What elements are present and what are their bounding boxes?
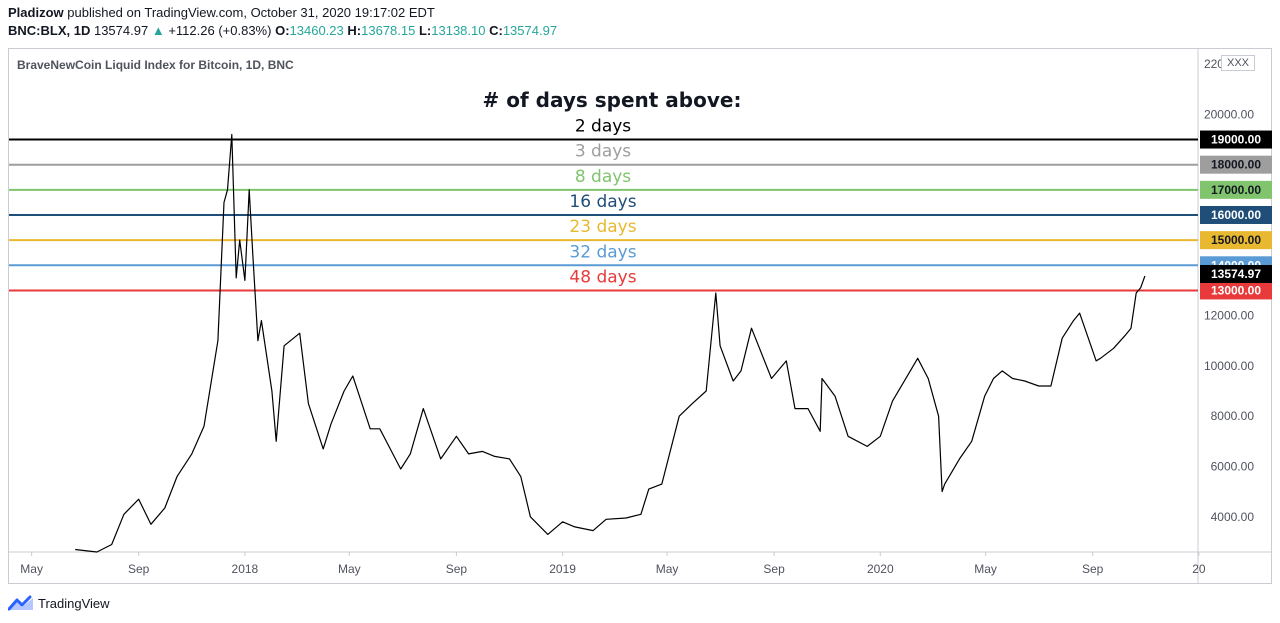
level-badge-label: 19000.00 — [1211, 133, 1261, 147]
x-tick-label: Sep — [763, 562, 785, 576]
annotation-heading: # of days spent above: — [483, 88, 742, 112]
level-badge — [1200, 231, 1272, 250]
level-badge-label: 18000.00 — [1211, 158, 1261, 172]
y-tick-label: 6000.00 — [1211, 459, 1255, 473]
close-value: 13574.97 — [502, 23, 558, 38]
level-badge — [1200, 130, 1272, 149]
chart-title: BraveNewCoin Liquid Index for Bitcoin, 1… — [17, 58, 294, 72]
x-tick-label: May — [20, 562, 43, 576]
publication-line: Pladizow published on TradingView.com, O… — [8, 5, 435, 20]
level-badge — [1200, 205, 1272, 224]
y-tick-group: 4000.00 6000.00 8000.00 10000.00 12000.00 200… — [9, 49, 1271, 584]
x-tick-label: May — [974, 562, 997, 576]
up-arrow-icon: ▲ — [151, 23, 165, 38]
corner-button[interactable]: XXX — [1221, 55, 1256, 71]
tradingview-logo-icon — [8, 595, 33, 611]
level-badge-label: 15000.00 — [1211, 233, 1261, 247]
footer-brand[interactable]: TradingView — [8, 595, 110, 611]
y-tick-label: 10000.00 — [1204, 359, 1254, 373]
level-badge — [1200, 180, 1272, 199]
x-tick-label: 20 — [1192, 562, 1206, 576]
y-tick-label: 4000.00 — [1211, 510, 1255, 524]
published-text: published on TradingView.com, October 31… — [67, 5, 435, 20]
x-tick-label: 2019 — [549, 562, 576, 576]
close-label: C: — [489, 23, 503, 38]
x-tick-label: 2020 — [867, 562, 894, 576]
level-badge — [1200, 155, 1272, 174]
level-badge-label: 17000.00 — [1211, 183, 1261, 197]
high-value: 13678.15 — [361, 23, 416, 38]
price-series — [75, 133, 1146, 553]
ohlc-line: BNC:BLX, 1D 13574.97 ▲ +112.26 (+0.83%) … — [8, 23, 557, 38]
current-price-badge — [1200, 264, 1272, 283]
days-above-label: 32 days — [569, 242, 636, 262]
level-badge — [1200, 281, 1272, 300]
y-tick-label: 8000.00 — [1211, 409, 1255, 423]
x-tick-label: Sep — [1082, 562, 1104, 576]
level-badge-label: 13000.00 — [1211, 283, 1261, 297]
high-label: H: — [347, 23, 362, 38]
level-badge-label: 16000.00 — [1211, 208, 1261, 222]
low-label: L: — [418, 23, 432, 38]
annotations: 2 days 3 days 8 days 16 days 23 days 32 days 4… — [483, 88, 742, 287]
days-above-label: 16 days — [569, 192, 636, 212]
days-above-label: 23 days — [569, 217, 636, 237]
x-tick-label: Sep — [446, 562, 468, 576]
footer-brand-label: TradingView — [38, 595, 110, 611]
price-line — [75, 133, 1146, 553]
x-axis: May Sep 2018 May Sep 2019 May Sep 2020 May Sep 20 — [20, 552, 1206, 576]
y-tick-label: 12000.00 — [1204, 309, 1254, 323]
open-value: 13460.23 — [289, 23, 344, 38]
author-name[interactable]: Pladizow — [8, 5, 64, 20]
x-tick-label: May — [656, 562, 679, 576]
days-above-label: 2 days — [575, 117, 631, 137]
y-tick-label: 20000.00 — [1204, 107, 1254, 121]
days-above-label: 48 days — [569, 267, 636, 287]
symbol-label: BNC:BLX, 1D — [8, 23, 91, 38]
low-value: 13138.10 — [431, 23, 486, 38]
x-tick-label: 2018 — [232, 562, 259, 576]
chart-frame — [8, 48, 1272, 584]
days-above-label: 8 days — [575, 167, 631, 187]
x-tick-label: May — [338, 562, 361, 576]
level-lines: 19000.00 18000.00 17000.00 16000.00 15000.00… — [9, 130, 1272, 300]
x-tick-label: Sep — [128, 562, 150, 576]
open-label: O: — [275, 23, 290, 38]
current-price-label: 13574.97 — [1211, 267, 1261, 281]
days-above-label: 3 days — [575, 142, 631, 162]
last-price: 13574.97 — [93, 23, 149, 38]
price-change: +112.26 (+0.83%) — [168, 23, 272, 38]
